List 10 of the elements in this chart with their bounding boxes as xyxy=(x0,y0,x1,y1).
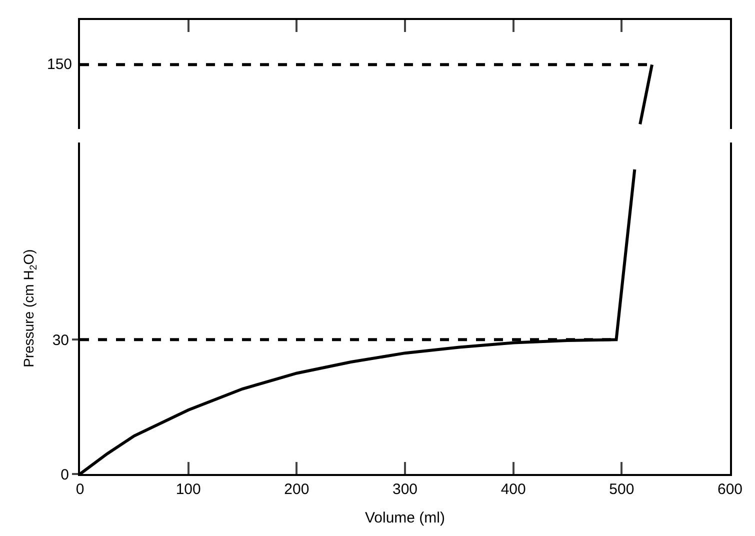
x-tick-label: 600 xyxy=(717,481,743,498)
x-tick-label: 200 xyxy=(284,481,310,498)
x-tick-label: 100 xyxy=(176,481,201,498)
text: 150 xyxy=(47,56,72,73)
x-axis-title: Volume (ml) xyxy=(364,510,446,526)
x-tick-label: 500 xyxy=(609,481,634,498)
x-tick-label: 0 xyxy=(76,481,84,498)
x-tick-label: 400 xyxy=(500,481,526,498)
y-tick-label: 30 xyxy=(52,332,69,349)
x-tick-label: 300 xyxy=(392,481,418,498)
